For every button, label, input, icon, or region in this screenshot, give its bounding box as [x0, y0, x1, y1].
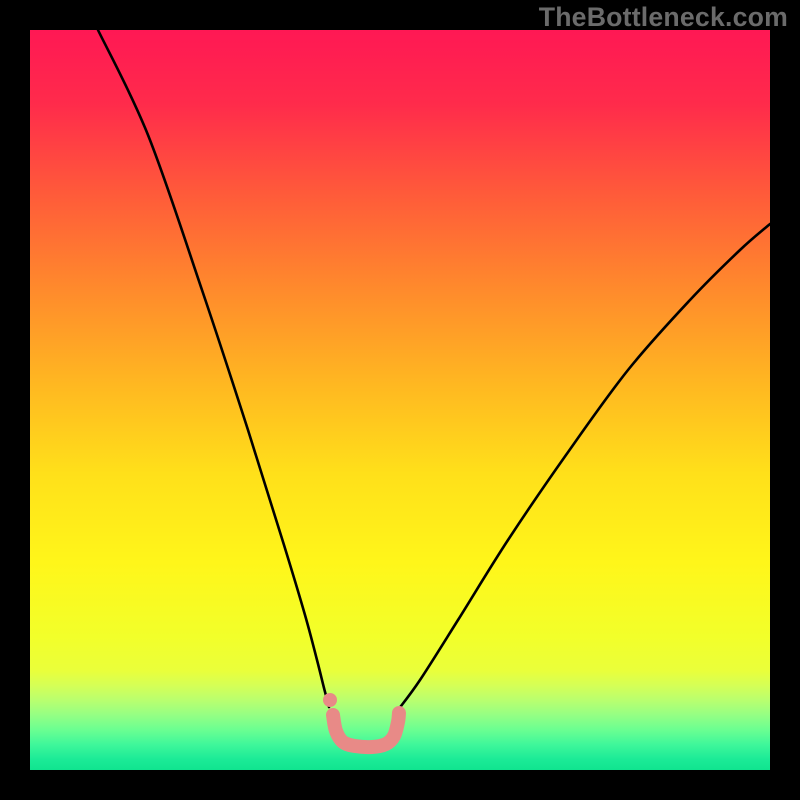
chart-svg — [0, 0, 800, 800]
marker-dot — [323, 693, 337, 707]
watermark-text: TheBottleneck.com — [539, 2, 788, 33]
plot-background — [30, 30, 770, 770]
chart-stage: TheBottleneck.com — [0, 0, 800, 800]
